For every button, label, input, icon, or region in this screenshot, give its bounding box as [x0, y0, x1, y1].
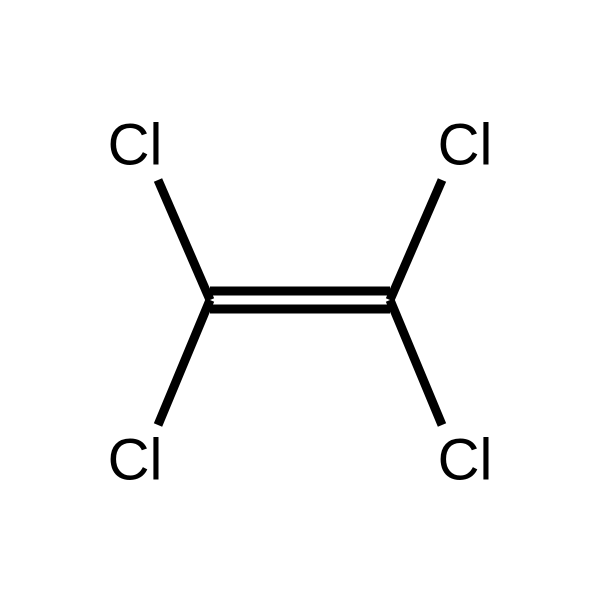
atom-label-cl1: Cl	[108, 112, 163, 179]
atom-label-cl3: Cl	[108, 427, 163, 494]
bonds-group	[158, 180, 442, 425]
molecule-svg	[0, 0, 600, 600]
atom-label-cl4: Cl	[438, 427, 493, 494]
atom-label-cl2: Cl	[438, 112, 493, 179]
